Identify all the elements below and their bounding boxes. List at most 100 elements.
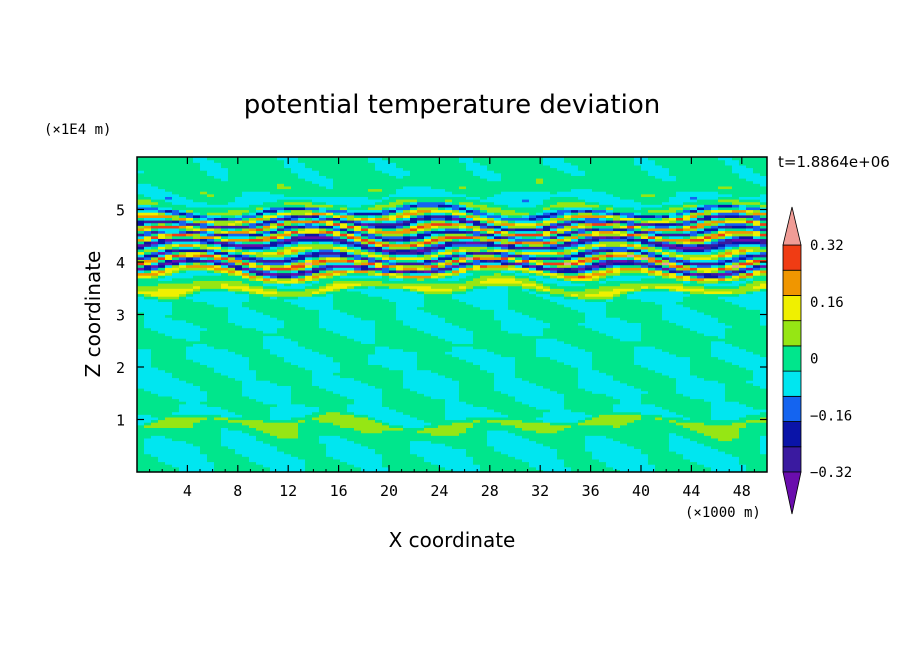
contour-cell: [165, 311, 173, 316]
contour-cell: [221, 317, 229, 321]
contour-cell: [214, 356, 222, 360]
contour-cell: [221, 191, 229, 195]
contour-cell: [172, 432, 180, 436]
contour-cell: [200, 348, 208, 352]
contour-cell: [179, 372, 187, 376]
contour-cell: [186, 191, 194, 195]
contour-cell: [228, 466, 236, 470]
contour-cell: [144, 361, 152, 365]
contour-cell: [186, 180, 194, 184]
contour-cell: [165, 338, 173, 342]
contour-cell: [207, 248, 215, 253]
contour-cell: [193, 227, 201, 232]
contour-cell: [172, 314, 180, 318]
contour-cell: [179, 424, 187, 428]
contour-cell: [172, 206, 180, 211]
contour-cell: [235, 178, 243, 182]
contour-cell: [151, 401, 159, 405]
contour-cell: [144, 230, 152, 234]
contour-cell: [144, 272, 152, 276]
contour-cell: [144, 157, 152, 161]
contour-cell: [172, 293, 180, 297]
contour-cell: [179, 172, 187, 176]
contour-cell: [158, 338, 166, 342]
contour-cell: [186, 414, 194, 418]
contour-cell: [200, 296, 208, 300]
contour-cell: [165, 238, 173, 242]
contour-cell: [158, 395, 166, 400]
contour-cell: [179, 248, 187, 253]
contour-cell: [193, 267, 201, 271]
contour-cell: [214, 196, 222, 200]
contour-cell: [228, 246, 236, 250]
contour-cell: [235, 325, 243, 329]
contour-cell: [137, 466, 145, 470]
contour-cell: [137, 254, 145, 258]
contour-cell: [221, 424, 229, 428]
contour-cell: [165, 275, 173, 279]
contour-cell: [214, 238, 222, 242]
contour-cell: [144, 330, 152, 334]
contour-cell: [158, 214, 166, 218]
contour-cell: [193, 191, 201, 195]
contour-cell: [228, 272, 236, 276]
contour-cell: [214, 453, 222, 457]
contour-cell: [144, 243, 152, 247]
contour-cell: [144, 241, 152, 245]
contour-cell: [186, 246, 194, 250]
contour-cell: [186, 416, 194, 421]
contour-cell: [137, 385, 145, 389]
contour-cell: [207, 448, 215, 452]
contour-cell: [228, 288, 236, 292]
contour-cell: [172, 246, 180, 250]
contour-cell: [172, 275, 180, 279]
contour-cell: [207, 353, 215, 358]
contour-cell: [151, 403, 159, 407]
contour-cell: [151, 430, 159, 434]
contour-cell: [228, 230, 236, 234]
contour-cell: [193, 348, 201, 352]
contour-cell: [158, 382, 166, 386]
contour-cell: [172, 222, 180, 226]
contour-cell: [144, 238, 152, 242]
contour-cell: [144, 285, 152, 289]
contour-cell: [186, 361, 194, 365]
contour-cell: [242, 464, 250, 468]
contour-cell: [172, 374, 180, 379]
contour-cell: [137, 178, 145, 182]
contour-cell: [151, 191, 159, 195]
contour-cell: [172, 335, 180, 339]
contour-cell: [179, 367, 187, 371]
contour-cell: [235, 353, 243, 358]
contour-cell: [151, 230, 159, 234]
contour-cell: [214, 157, 222, 161]
contour-cell: [221, 288, 229, 292]
contour-cell: [228, 222, 236, 226]
contour-cell: [158, 419, 166, 423]
contour-cell: [200, 367, 208, 371]
contour-cell: [172, 170, 180, 174]
contour-cell: [165, 469, 173, 472]
contour-cell: [221, 172, 229, 176]
contour-cell: [221, 314, 229, 318]
contour-cell: [172, 214, 180, 218]
contour-cell: [137, 272, 145, 276]
contour-cell: [214, 217, 222, 221]
contour-cell: [214, 343, 222, 347]
contour-cell: [165, 359, 173, 363]
contour-cell: [158, 264, 166, 268]
contour-cell: [151, 167, 159, 171]
contour-cell: [137, 445, 145, 449]
contour-cell: [151, 395, 159, 400]
contour-cell: [186, 466, 194, 470]
contour-cell: [165, 220, 173, 224]
contour-cell: [235, 220, 243, 224]
contour-cell: [158, 435, 166, 439]
contour-cell: [137, 314, 145, 318]
contour-cell: [165, 277, 173, 281]
contour-cell: [179, 159, 187, 163]
contour-cell: [179, 209, 187, 213]
contour-cell: [158, 183, 166, 187]
contour-cell: [186, 170, 194, 174]
contour-cell: [172, 230, 180, 234]
